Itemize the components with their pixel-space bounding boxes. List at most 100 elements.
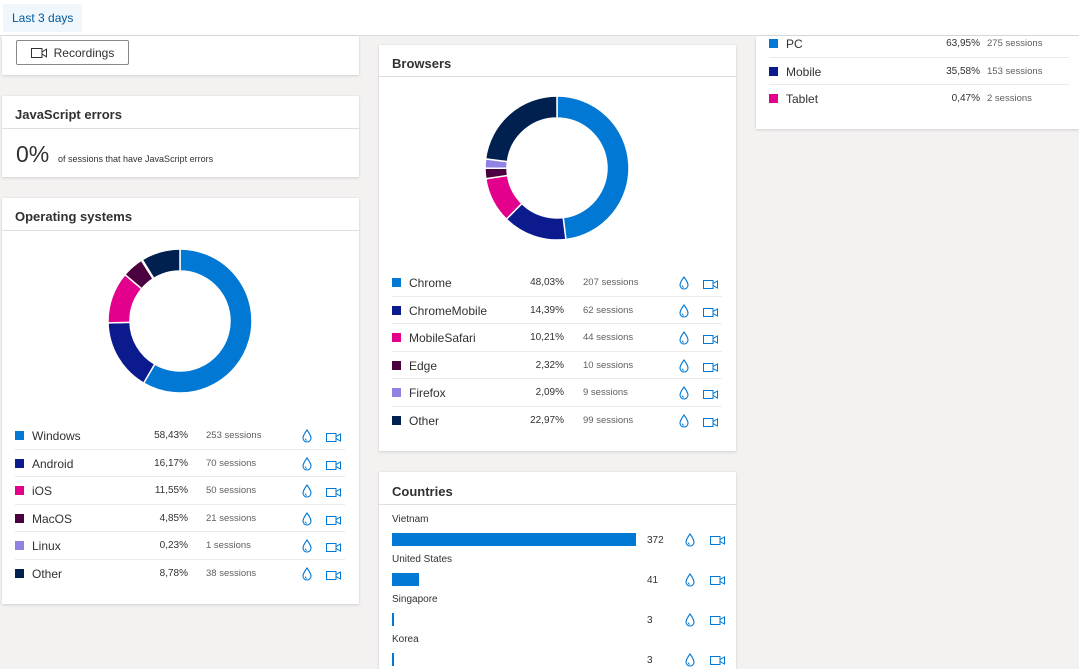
recording-camera-icon [703,362,718,372]
heatmap-button[interactable] [685,613,695,630]
heatmap-button[interactable] [302,456,312,474]
heatmap-button[interactable] [679,386,689,403]
legend-row[interactable]: Other 22,97% 99 sessions [392,407,722,435]
legend-swatch [15,458,24,468]
legend-name: Other [409,413,440,428]
recording-camera-icon [326,543,341,552]
legend-name: Firefox [409,386,446,400]
donut-slice-windows[interactable] [142,248,253,394]
heatmap-button[interactable] [679,303,689,321]
donut-slice-other[interactable] [141,248,181,280]
legend-sessions: 253 sessions [206,430,262,441]
country-name: Singapore [392,594,438,605]
legend-sessions: 50 sessions [206,485,257,496]
heatmap-button[interactable] [302,511,312,529]
legend-row[interactable]: PC 63,95% 275 sessions [769,30,1069,58]
recordings-link-button[interactable] [326,569,341,583]
recordings-link-button[interactable] [326,431,341,445]
heatmap-button[interactable] [679,276,689,293]
recordings-link-button[interactable] [703,333,718,347]
legend-row[interactable]: Android 16,17% 70 sessions [15,450,345,477]
heatmap-button[interactable] [302,484,312,501]
country-name: United States [392,554,453,565]
legend-percentage: 35,58% [946,65,980,77]
heatmap-button[interactable] [302,539,312,556]
recording-camera-icon [326,570,341,580]
heatmap-button[interactable] [679,358,689,376]
recording-camera-icon [710,536,725,545]
recordings-link-button[interactable] [703,416,718,430]
heatmap-button[interactable] [679,413,689,431]
recordings-link-button[interactable] [703,388,718,402]
legend-swatch [392,388,401,397]
recordings-link-button[interactable] [710,576,725,588]
legend-row[interactable]: MacOS 4,85% 21 sessions [15,505,345,532]
time-range-filter[interactable]: Last 3 days [3,4,83,32]
recordings-link-button[interactable] [326,514,341,528]
recordings-link-button[interactable] [703,361,718,375]
legend-row[interactable]: Tablet 0,47% 2 sessions [769,85,1069,113]
legend-row[interactable]: ChromeMobile 14,39% 62 sessions [392,297,722,324]
heatmap-drop-icon [302,539,312,553]
recordings-link-button[interactable] [326,486,341,500]
recording-camera-icon [326,515,341,525]
legend-row[interactable]: Other 8,78% 38 sessions [15,560,345,588]
recordings-link-button[interactable] [703,278,718,292]
legend-name: Chrome [409,276,452,290]
legend-row[interactable]: Mobile 35,58% 153 sessions [769,58,1069,85]
legend-row[interactable]: Linux 0,23% 1 sessions [15,532,345,560]
heatmap-button[interactable] [302,429,312,446]
legend-row[interactable]: MobileSafari 10,21% 44 sessions [392,324,722,352]
heatmap-button[interactable] [302,566,312,584]
donut-slice-android[interactable] [107,321,156,385]
recordings-button-label: Recordings [53,45,115,60]
heatmap-button[interactable] [685,533,695,550]
legend-swatch [392,415,401,425]
heatmap-drop-icon [302,566,312,581]
legend-swatch [15,486,24,495]
legend-name: Linux [32,539,61,553]
donut-slice-chrome[interactable] [556,95,630,241]
heatmap-drop-icon [679,386,689,400]
recordings-link-button[interactable] [326,459,341,473]
os-legend: Windows 58,43% 253 sessions Android 16,17% 70… [15,422,345,587]
recording-camera-icon [326,433,341,442]
legend-row[interactable]: Windows 58,43% 253 sessions [15,422,345,450]
legend-sessions: 275 sessions [987,38,1043,49]
legend-swatch [392,278,401,287]
javascript-errors-card: JavaScript errors 0% of sessions that ha… [2,96,359,177]
legend-row[interactable]: iOS 11,55% 50 sessions [15,477,345,505]
legend-sessions: 9 sessions [583,387,628,398]
heatmap-button[interactable] [685,573,695,590]
legend-row[interactable]: Edge 2,32% 10 sessions [392,352,722,379]
heatmap-drop-icon [679,413,689,428]
heatmap-drop-icon [685,573,695,587]
legend-row[interactable]: Firefox 2,09% 9 sessions [392,379,722,407]
heatmap-drop-icon [679,303,689,318]
legend-name: Mobile [786,64,822,79]
heatmap-button[interactable] [685,653,695,669]
legend-name: ChromeMobile [409,303,488,318]
country-row[interactable]: Korea 3 [392,634,732,669]
country-row[interactable]: United States 41 [392,554,732,594]
country-row[interactable]: Vietnam 372 [392,514,732,554]
divider [379,76,736,77]
recordings-link-button[interactable] [326,541,341,555]
recordings-link-button[interactable] [703,306,718,320]
heatmap-button[interactable] [679,331,689,348]
heatmap-drop-icon [302,456,312,471]
heatmap-drop-icon [685,613,695,627]
legend-name: PC [786,37,803,51]
legend-percentage: 0,47% [951,93,980,104]
recordings-link-button[interactable] [710,536,725,548]
country-row[interactable]: Singapore 3 [392,594,732,634]
recordings-button[interactable]: Recordings [16,40,129,65]
heatmap-drop-icon [679,276,689,290]
heatmap-drop-icon [685,653,695,667]
donut-slice-other[interactable] [484,95,558,163]
recordings-link-button[interactable] [710,656,725,668]
divider [2,230,359,231]
legend-percentage: 2,32% [535,359,564,371]
recordings-link-button[interactable] [710,616,725,628]
legend-row[interactable]: Chrome 48,03% 207 sessions [392,269,722,297]
